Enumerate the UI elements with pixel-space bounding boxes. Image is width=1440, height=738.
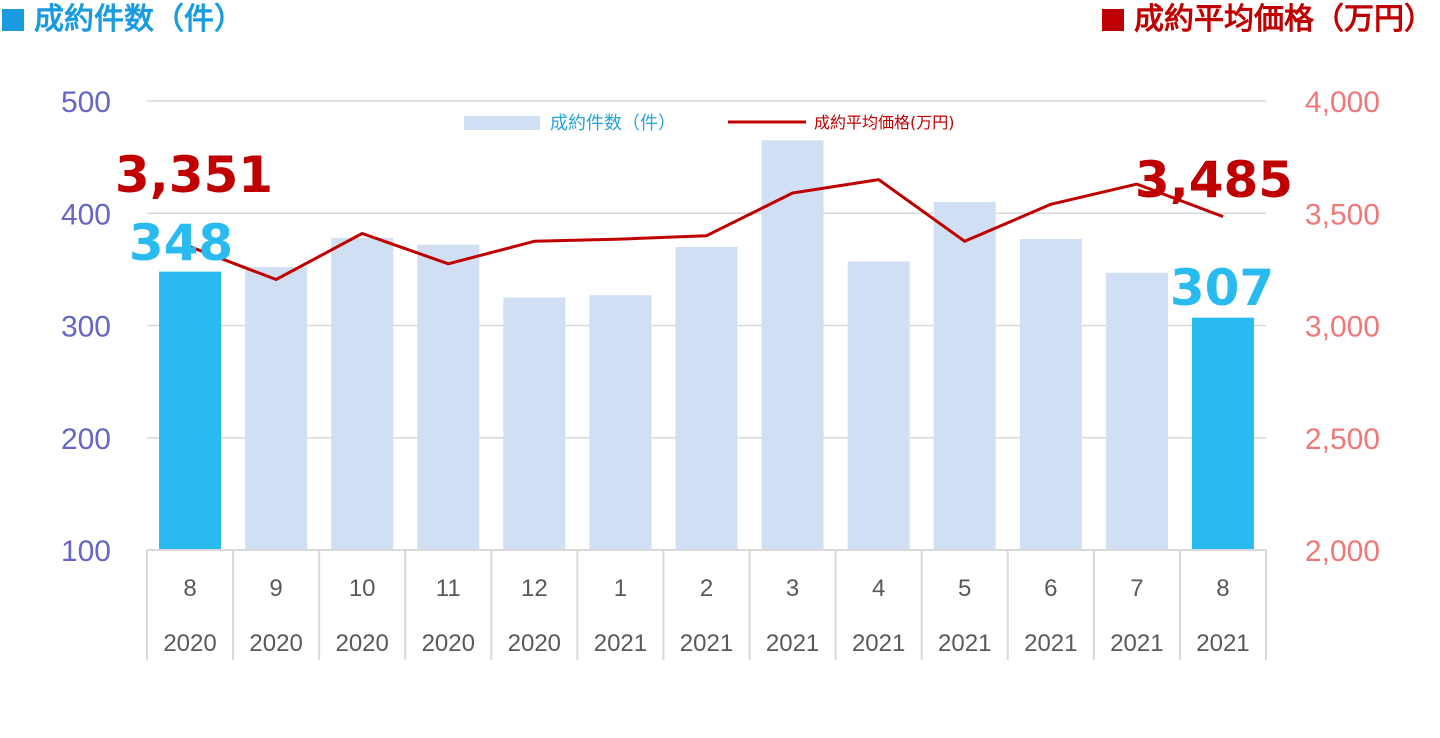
last-count-label: 307 <box>1170 259 1274 317</box>
line-series <box>189 178 1224 281</box>
legend-bar-swatch <box>464 116 540 130</box>
legend-bar-label: 成約件数（件） <box>550 113 676 134</box>
left-axis-title: 成約件数（件） <box>2 2 244 38</box>
axes: 500 400 300 200 100 4,000 3,500 3,000 2,500 2,000… <box>61 86 1380 660</box>
bar <box>245 267 308 550</box>
left-tick-label: 100 <box>61 535 111 568</box>
bar-highlight <box>159 271 222 550</box>
category-month-label: 9 <box>269 575 282 602</box>
legend-line-label: 成約平均価格(万円) <box>814 113 955 132</box>
bar <box>1105 272 1168 550</box>
category-year-label: 2020 <box>422 630 475 657</box>
category-year-label: 2021 <box>1196 630 1249 657</box>
left-tick-label: 300 <box>61 311 111 344</box>
left-tick-label: 400 <box>61 198 111 231</box>
bar <box>675 246 738 551</box>
red-square-icon <box>1102 9 1124 31</box>
category-month-label: 12 <box>521 575 548 602</box>
first-price-label: 3,351 <box>115 146 273 204</box>
bar <box>417 244 480 550</box>
last-price-label: 3,485 <box>1135 151 1293 209</box>
bar <box>331 237 394 550</box>
bar <box>503 297 566 550</box>
category-year-label: 2021 <box>1110 630 1163 657</box>
left-tick-label: 200 <box>61 423 111 456</box>
category-year-label: 2021 <box>680 630 733 657</box>
bar <box>1019 239 1082 550</box>
category-year-label: 2021 <box>766 630 819 657</box>
category-month-label: 3 <box>786 575 799 602</box>
right-axis-title: 成約平均価格（万円） <box>1102 2 1434 38</box>
bar-series <box>159 140 1254 551</box>
category-month-label: 8 <box>1216 575 1229 602</box>
first-count-label: 348 <box>129 214 233 272</box>
right-axis-title-text: 成約平均価格（万円） <box>1134 2 1434 37</box>
left-tick-label: 500 <box>61 86 111 119</box>
category-month-label: 7 <box>1130 575 1143 602</box>
category-year-label: 2020 <box>335 630 388 657</box>
legend: 成約件数（件） 成約平均価格(万円) <box>464 113 955 134</box>
category-month-label: 1 <box>614 575 627 602</box>
category-month-label: 2 <box>700 575 713 602</box>
bar <box>589 295 652 550</box>
category-year-label: 2021 <box>852 630 905 657</box>
bar <box>847 261 910 550</box>
category-month-label: 5 <box>958 575 971 602</box>
price-line <box>189 178 1224 281</box>
category-month-label: 8 <box>183 575 196 602</box>
bar <box>933 202 996 550</box>
category-year-label: 2020 <box>249 630 302 657</box>
category-year-label: 2021 <box>938 630 991 657</box>
right-tick-label: 4,000 <box>1305 86 1380 119</box>
right-tick-label: 3,000 <box>1305 311 1380 344</box>
data-labels: 3,351 348 3,485 307 <box>115 146 1293 317</box>
right-tick-label: 3,500 <box>1305 198 1380 231</box>
category-month-label: 10 <box>349 575 376 602</box>
category-year-label: 2021 <box>1024 630 1077 657</box>
right-tick-label: 2,000 <box>1305 535 1380 568</box>
category-month-label: 6 <box>1044 575 1057 602</box>
left-axis-title-text: 成約件数（件） <box>34 2 244 37</box>
bar-highlight <box>1191 317 1254 550</box>
right-tick-label: 2,500 <box>1305 423 1380 456</box>
category-year-label: 2020 <box>508 630 561 657</box>
category-year-label: 2021 <box>594 630 647 657</box>
category-month-label: 11 <box>436 575 461 602</box>
blue-square-icon <box>2 9 24 31</box>
bar <box>761 140 824 550</box>
category-year-label: 2020 <box>163 630 216 657</box>
category-month-label: 4 <box>872 575 885 602</box>
